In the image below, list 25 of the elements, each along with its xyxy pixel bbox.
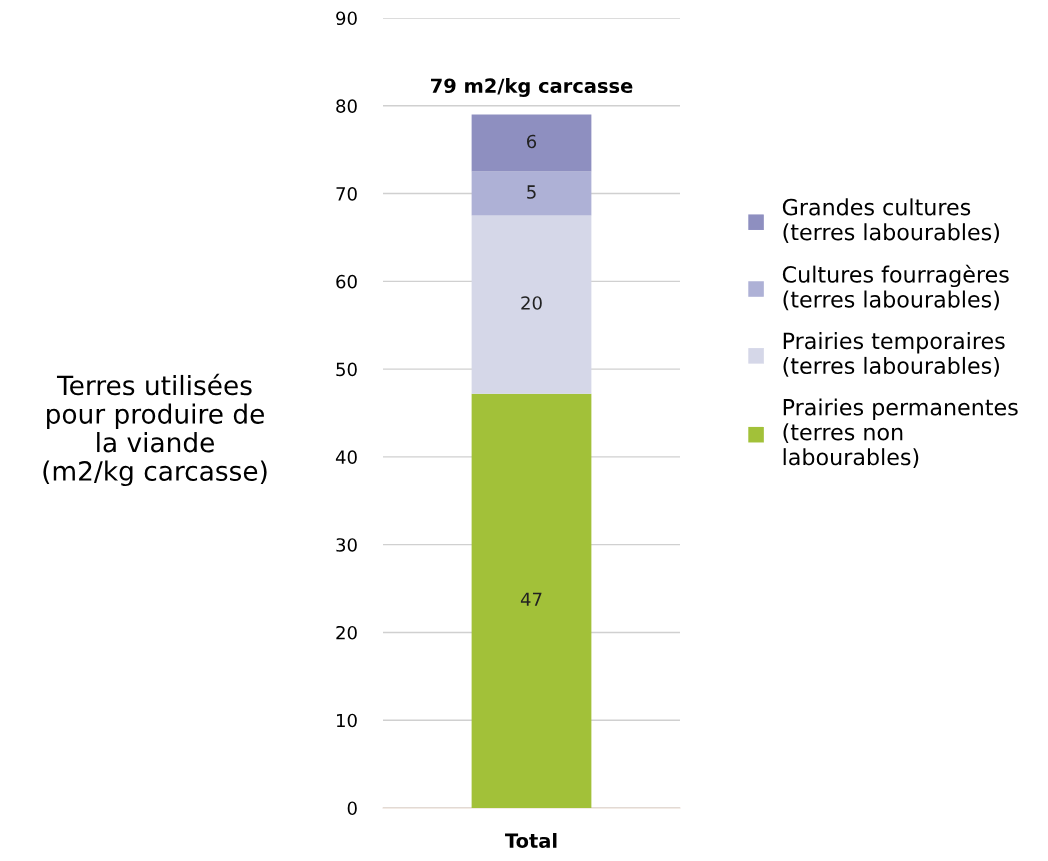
y-tick-label: 10 — [337, 713, 357, 728]
legend-label: Cultures fourragères (terres labourables) — [782, 264, 1009, 311]
bar — [471, 215, 592, 394]
bar — [471, 114, 592, 172]
data-label: 20 — [521, 296, 542, 310]
y-tick-label: 40 — [335, 450, 357, 465]
data-label: 47 — [520, 592, 542, 606]
total-label: 79 m2/kg carcasse — [431, 78, 633, 97]
x-tick-label: Total — [505, 833, 557, 849]
legend-label: Prairies temporaires (terres labourables) — [783, 332, 1005, 377]
y-tick-label: 90 — [336, 11, 357, 26]
y-tick-label: 70 — [336, 187, 357, 201]
y-tick-label: 80 — [336, 99, 357, 113]
y-tick-label: 50 — [336, 362, 357, 377]
y-axis-title: Terres utilisées pour produire de la viande (m2/kg carcasse) — [43, 373, 267, 487]
y-tick-label: 30 — [336, 538, 357, 552]
legend-label: Grandes cultures (terres labourables) — [782, 198, 999, 244]
y-tick-label: 60 — [336, 274, 357, 289]
data-label: 5 — [527, 185, 536, 199]
y-tick-label: 20 — [336, 625, 357, 640]
y-tick-label: 0 — [347, 801, 357, 816]
data-label: 6 — [527, 134, 537, 149]
bar — [471, 171, 592, 216]
legend-label: Prairies permanentes (terres non labourables) — [783, 398, 1018, 468]
bar — [471, 393, 592, 808]
